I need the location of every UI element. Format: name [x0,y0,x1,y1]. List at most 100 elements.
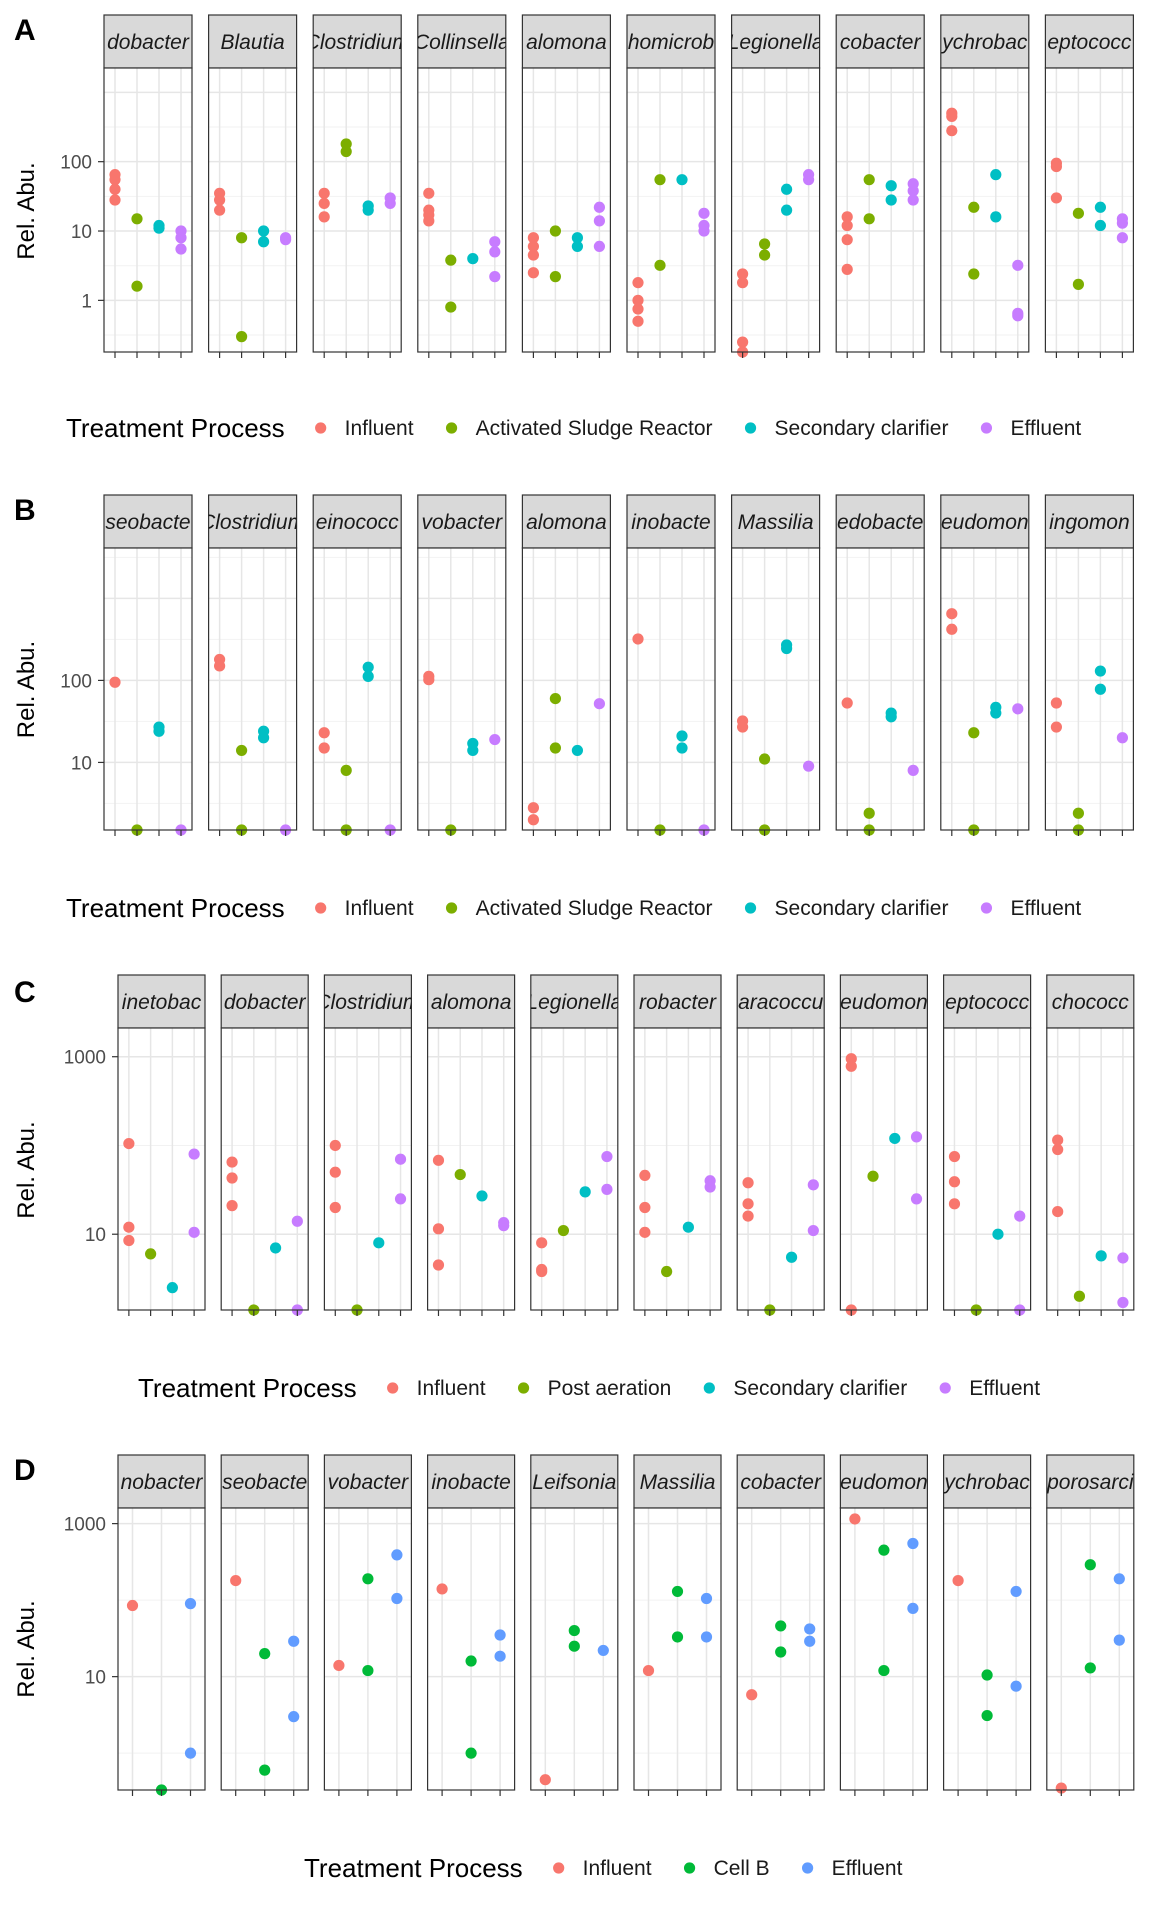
facet-border [521,547,612,831]
data-point [465,1655,477,1667]
facet: alomona [521,14,612,358]
facet-border [835,67,925,353]
facet-strip-label: homicrob [628,31,715,54]
facet-strip-label: Clostridium [200,511,305,534]
data-point [288,1635,300,1647]
facet-border [940,547,1030,831]
facet-border [103,547,193,831]
data-point [682,1221,694,1233]
facet-strip-label: ychrobac [942,1471,1030,1494]
facet: porosarci [1046,1454,1135,1796]
legend-label: Influent [583,1857,652,1880]
data-point [990,169,1002,181]
data-point [1072,207,1084,219]
data-point [391,1592,403,1605]
facet-strip [312,14,402,69]
data-point [654,259,666,271]
facet: seobacte [103,494,193,836]
data-point [946,110,958,122]
facet-background [731,548,820,830]
data-point [236,331,248,343]
data-point [1084,1662,1096,1674]
facet-strip-label: vobacter [328,1471,410,1494]
data-point [1010,1585,1022,1598]
data-point [1050,721,1062,733]
facet-background [104,68,192,352]
legend-key [315,422,327,434]
facet-strip-label: Clostridium [315,991,420,1014]
data-point [258,236,270,248]
legend-key [939,1382,951,1394]
facet-strip [942,974,1032,1029]
data-point [952,1575,964,1587]
facet-strip [427,1454,516,1509]
facet-strip-label: alomona [526,31,607,54]
data-point [867,1170,879,1182]
data-point [981,1669,993,1681]
data-point [175,243,187,255]
data-point [362,1664,374,1677]
data-point [700,1631,713,1643]
y-tick-label: 1 [81,291,92,312]
facet-strip [417,14,507,69]
facet-strip [220,1454,309,1509]
data-point [910,1193,923,1205]
facet-border [521,67,612,353]
y-tick-label: 10 [85,1668,106,1689]
legend-title: Treatment Process [66,893,285,923]
facet-strip-label: eudomon [941,511,1029,534]
facet-strip-label: inobacte [431,1471,510,1494]
data-point [549,225,562,237]
facet: eptococc [942,974,1032,1316]
data-point [807,1179,819,1191]
facet-border [730,67,821,353]
facet-background [634,1028,721,1310]
facet-strip-label: Leifsonia [532,1471,616,1494]
data-point [153,222,165,234]
facet: eptococc [1044,14,1135,358]
panel-b: B Rel. Abu. 10 100 seobacte Clostridium einoco… [13,494,1135,923]
facet: eudomon [839,1454,929,1796]
facet-strip-label: inobacte [631,511,710,534]
data-point [639,1201,651,1214]
data-point [990,211,1002,223]
data-point [362,1573,374,1585]
facet-strip-label: Collinsella [414,31,510,54]
data-point [1095,1250,1107,1262]
facet-background [940,548,1029,830]
data-point [184,1598,197,1610]
facet-border [1044,547,1135,831]
facet-border [117,1027,206,1311]
data-point [804,1635,816,1647]
data-point [1050,192,1062,204]
data-point [391,1549,403,1561]
facet-strip [626,494,716,549]
data-point [907,194,919,206]
data-point [849,1513,861,1525]
facet-background [221,1028,309,1310]
data-point [639,1226,651,1238]
facet-background [118,1028,205,1310]
data-point [1014,1210,1026,1222]
data-point [166,1282,178,1294]
data-point [329,1166,341,1178]
legend-label: Cell B [714,1857,770,1880]
data-point [362,670,374,682]
facet-strip [940,494,1030,549]
data-point [436,1583,448,1595]
data-point [230,1575,242,1587]
data-point [642,1664,655,1677]
data-point [1094,219,1106,232]
data-point [759,249,771,261]
facet-border [835,547,925,831]
facet: einococc [312,494,402,836]
data-point [188,1148,200,1160]
facet-border [839,1027,929,1311]
facet-strip-label: dobacter [107,31,190,54]
data-point [804,1623,816,1635]
data-point [445,254,457,266]
data-point [259,1648,271,1660]
data-point [226,1200,238,1212]
facet-strip [940,14,1030,69]
facet: Clostridium [315,974,420,1316]
